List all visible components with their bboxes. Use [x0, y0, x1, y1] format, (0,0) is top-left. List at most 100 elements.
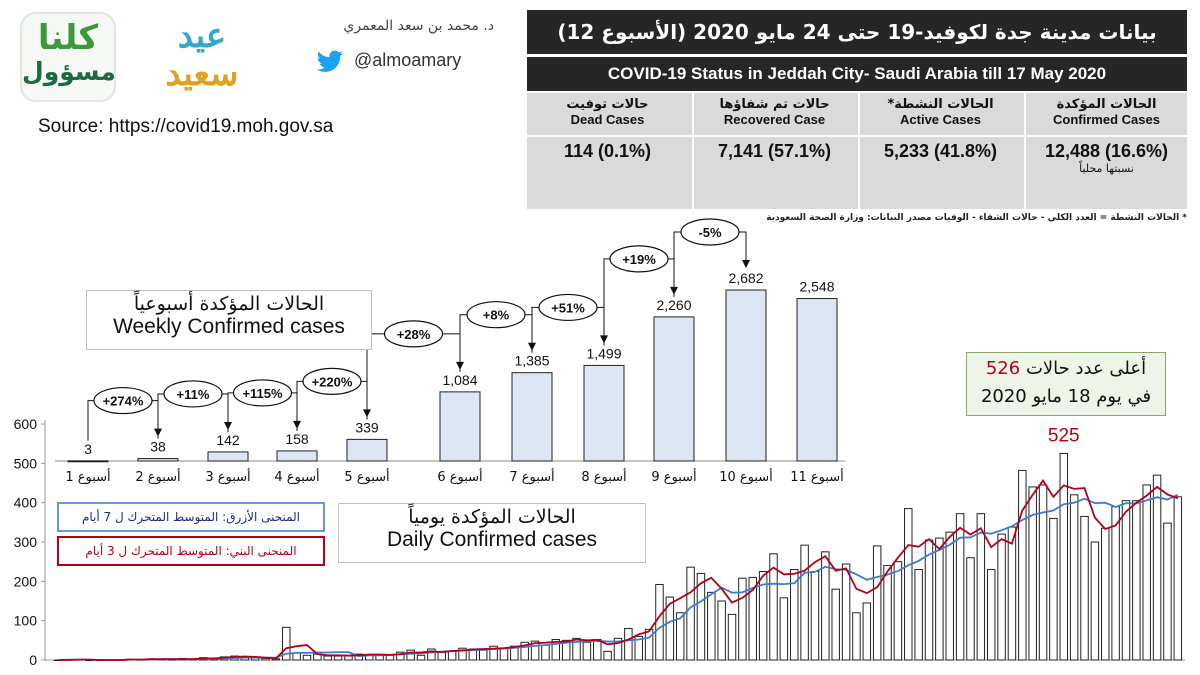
daily-bar — [1049, 517, 1058, 661]
daily-bar — [458, 647, 467, 661]
daily-bar — [986, 569, 996, 661]
daily-bar — [810, 571, 820, 661]
daily-chart: 0 100 200 300 400 500 600 525 — [14, 416, 1185, 668]
daily-bar — [1028, 486, 1037, 661]
change-badge — [383, 320, 444, 348]
change-label: +274% — [103, 394, 144, 409]
daily-bar — [624, 628, 633, 661]
stat-label-ar: حالات تم شفاؤها — [719, 97, 830, 112]
change-badge — [609, 245, 669, 273]
daily-y-tick-label: 500 — [14, 455, 38, 471]
daily-bar — [437, 651, 446, 661]
daily-bar — [945, 531, 954, 661]
weekly-category-label: أسبوع 2 — [135, 468, 180, 485]
weekly-bar — [511, 372, 553, 462]
daily-bar — [354, 653, 364, 661]
change-label: +51% — [551, 300, 585, 315]
stat-label-en: Confirmed Cases — [1053, 112, 1160, 127]
daily-bar — [924, 539, 934, 661]
footnote: * الحالات النشطة = العدد الكلي - حالات ا… — [766, 213, 1187, 223]
daily-bar — [779, 597, 789, 661]
daily-bar — [748, 576, 758, 661]
daily-bar — [593, 639, 602, 661]
peak-line1: أعلى عدد حالات 526 — [967, 355, 1165, 383]
saeed-text: سعيد — [165, 54, 239, 94]
change-badge — [302, 367, 362, 395]
logo-text-line1: كلنا — [37, 18, 99, 58]
weekly-category-label: أسبوع 11 — [790, 468, 844, 485]
weekly-bar — [67, 460, 109, 463]
stat-value: 12,488 (16.6%) — [1044, 141, 1169, 161]
change-label: +115% — [242, 386, 283, 401]
daily-bar — [717, 600, 726, 661]
weekly-category-label: أسبوع 3 — [205, 468, 250, 485]
weekly-bar-value: 3 — [84, 441, 92, 457]
weekly-bar — [653, 316, 695, 462]
weekly-bar-value: 2,260 — [656, 297, 691, 313]
change-badge — [466, 301, 526, 329]
daily-bar — [769, 553, 778, 661]
weekly-category-label: أسبوع 7 — [509, 468, 554, 485]
weekly-bar-value: 339 — [355, 419, 379, 435]
weekly-bar-value: 2,548 — [799, 279, 834, 295]
source-text: Source: https://covid19.moh.gov.sa — [38, 116, 334, 137]
daily-bar — [976, 513, 986, 661]
daily-bar — [644, 628, 654, 661]
peak-callout: أعلى عدد حالات 526 في يوم 18 مايو 2020 — [966, 352, 1166, 416]
daily-bar — [758, 571, 768, 661]
change-label: +19% — [622, 252, 656, 267]
daily-bar — [530, 640, 540, 661]
weekly-bar — [796, 298, 838, 462]
daily-bar — [416, 654, 426, 661]
moving-average-3-line — [58, 479, 1179, 661]
daily-bar — [872, 545, 882, 661]
daily-y-tick-label: 100 — [14, 613, 38, 629]
change-label: +11% — [177, 387, 210, 402]
daily-bar — [385, 654, 395, 661]
logo-text-line2: مسؤول — [22, 57, 116, 86]
daily-bar — [955, 513, 965, 661]
weekly-bar-value: 1,084 — [442, 372, 477, 388]
stat-active: الحالات النشطة* Active Cases 5,233 (41.8… — [860, 93, 1021, 209]
kulna-masool-logo: كلنا مسؤول — [20, 12, 116, 102]
daily-bar — [800, 544, 809, 661]
stat-value: 114 (0.1%) — [563, 141, 652, 161]
table-divider — [527, 135, 1187, 137]
stat-sub: نسبتها محلياً — [1079, 162, 1134, 175]
weekly-bar — [137, 458, 179, 462]
daily-bar — [1080, 515, 1089, 661]
daily-bar — [914, 569, 923, 661]
stat-label-ar: حالات توفيت — [566, 97, 649, 112]
daily-title-ar: الحالات المؤكدة يومياً — [408, 506, 576, 528]
daily-bar — [686, 566, 695, 661]
weekly-title-box: الحالات المؤكدة أسبوعياً Weekly Confirme… — [86, 290, 372, 350]
weekly-title-en: Weekly Confirmed cases — [113, 315, 345, 338]
daily-bar — [1111, 506, 1120, 661]
peak-prefix: أعلى عدد حالات — [1025, 358, 1147, 379]
daily-bar — [707, 591, 716, 661]
daily-bar — [1007, 526, 1017, 661]
daily-bar — [406, 649, 415, 661]
daily-y-tick-label: 300 — [14, 534, 38, 550]
daily-title-en: Daily Confirmed cases — [386, 528, 598, 551]
weekly-bar-value: 1,385 — [514, 353, 549, 369]
daily-bar — [447, 650, 457, 661]
daily-bar — [282, 626, 291, 661]
weekly-title-ar: الحالات المؤكدة أسبوعياً — [133, 293, 325, 315]
change-badge — [680, 218, 740, 246]
daily-bar — [1132, 500, 1141, 661]
change-badge — [93, 386, 153, 415]
daily-bar — [935, 537, 944, 661]
moving-average-7-line — [58, 493, 1179, 661]
daily-bar — [852, 612, 861, 661]
legend-blue: المنحنى الأزرق: المتوسط المتحرك ل 7 أيام — [57, 502, 325, 532]
weekly-bar-value: 2,682 — [728, 270, 763, 286]
title-english: COVID-19 Status in Jeddah City- Saudi Ar… — [527, 57, 1187, 91]
stat-value: 7,141 (57.1%) — [717, 141, 832, 161]
weekly-bar — [439, 391, 481, 462]
weekly-bar — [725, 289, 767, 462]
daily-bar — [499, 647, 509, 661]
daily-bar — [613, 637, 623, 661]
daily-bar — [478, 649, 488, 661]
